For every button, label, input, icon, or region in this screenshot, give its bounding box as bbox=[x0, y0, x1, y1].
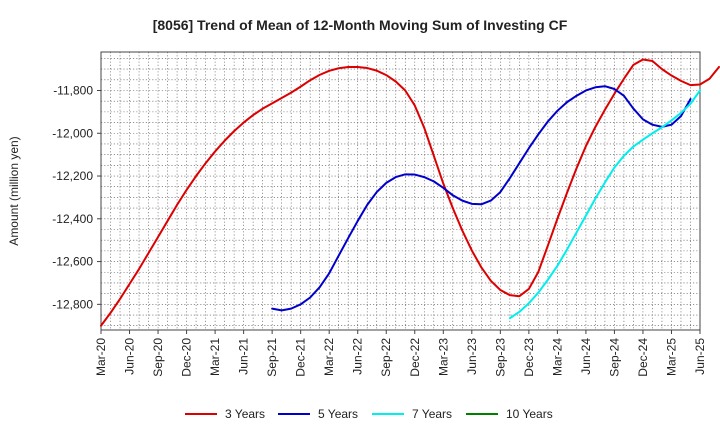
x-tick-label: Sep-21 bbox=[265, 338, 279, 377]
y-tick-label: -11,800 bbox=[53, 83, 93, 97]
x-tick-label: Jun-24 bbox=[579, 338, 593, 375]
x-tick-label: Sep-24 bbox=[607, 338, 621, 377]
series-line-5-years bbox=[271, 85, 692, 312]
y-tick-label: -12,400 bbox=[52, 212, 93, 226]
x-tick-label: Mar-24 bbox=[550, 338, 564, 376]
legend-label-5-years: 5 Years bbox=[318, 407, 358, 421]
plot-area: -11,800 -12,000 -12,200 -12,400 -12,600 -12,8… bbox=[52, 51, 720, 377]
legend-label-10-years: 10 Years bbox=[506, 407, 553, 421]
x-tick-label: Dec-24 bbox=[636, 338, 650, 377]
legend-label-7-years: 7 Years bbox=[412, 407, 452, 421]
x-tick-label: Dec-23 bbox=[522, 338, 536, 377]
series-line-7-years bbox=[508, 89, 701, 320]
y-tick-label: -12,800 bbox=[52, 297, 93, 311]
y-tick-label: -12,600 bbox=[52, 255, 93, 269]
x-tick-label: Jun-25 bbox=[693, 338, 707, 375]
x-tick-label: Jun-22 bbox=[351, 338, 365, 375]
x-tick-label: Dec-21 bbox=[294, 338, 308, 377]
x-tick-label: Sep-20 bbox=[151, 338, 165, 377]
x-tick-label: Jun-20 bbox=[123, 338, 137, 375]
x-tick-label: Dec-22 bbox=[408, 338, 422, 377]
legend-label-3-years: 3 Years bbox=[225, 407, 265, 421]
x-tick-label: Sep-22 bbox=[379, 338, 393, 377]
x-tick-label: Mar-25 bbox=[664, 338, 678, 376]
x-tick-label: Jun-21 bbox=[237, 338, 251, 375]
x-tick-label: Dec-20 bbox=[180, 338, 194, 377]
x-tick-label: Mar-23 bbox=[436, 338, 450, 376]
y-tick-label: -12,000 bbox=[52, 126, 93, 140]
x-tick-label: Mar-21 bbox=[208, 338, 222, 376]
plot-frame bbox=[100, 51, 701, 331]
x-tick-label: Mar-22 bbox=[322, 338, 336, 376]
y-axis-label: Amount (million yen) bbox=[7, 136, 21, 245]
chart-title: [8056] Trend of Mean of 12-Month Moving … bbox=[153, 17, 568, 33]
legend: 3 Years 5 Years 7 Years 10 Years bbox=[185, 407, 553, 421]
x-tick-label: Mar-20 bbox=[94, 338, 108, 376]
y-tick-label: -12,200 bbox=[52, 169, 93, 183]
x-tick-label: Sep-23 bbox=[493, 338, 507, 377]
plot-background bbox=[101, 52, 700, 330]
x-tick-label: Jun-23 bbox=[465, 338, 479, 375]
